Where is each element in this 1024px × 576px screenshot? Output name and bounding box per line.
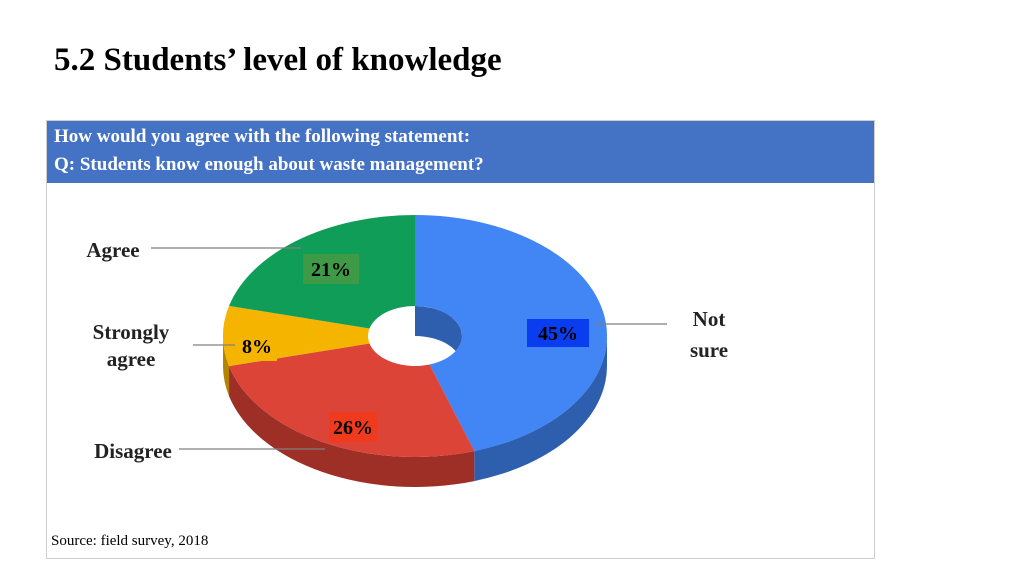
chart-labels: 45% Not sure 26% Disagree 8% Strongly agree 21% A…: [86, 238, 728, 463]
chart-panel: How would you agree with the following s…: [46, 120, 875, 559]
donut-chart: 45% Not sure 26% Disagree 8% Strongly agree 21% A…: [86, 215, 728, 487]
slice-side-strongly-agree: [223, 336, 230, 397]
slide-title: 5.2 Students’ level of knowledge: [54, 42, 502, 78]
pct-label-agree: 21%: [311, 259, 351, 281]
pct-label-disagree: 26%: [333, 417, 373, 439]
question-line-1: How would you agree with the following s…: [54, 126, 471, 147]
chart-inner-wall: [415, 306, 462, 366]
slice-side-not-sure: [474, 336, 607, 482]
question-line-2: Q: Students know enough about waste mana…: [54, 154, 484, 175]
pct-label-strongly-agree: 8%: [242, 336, 272, 358]
slice-side-disagree: [229, 366, 475, 487]
question-header: How would you agree with the following s…: [47, 121, 874, 183]
category-label-not-sure: Not sure: [690, 307, 728, 362]
pct-label-not-sure: 45%: [538, 323, 578, 345]
pct-box-disagree: [329, 412, 377, 442]
source-note: Source: field survey, 2018: [51, 533, 209, 549]
category-label-strongly-agree: Strongly agree: [93, 320, 170, 371]
slice-not-sure: [415, 215, 607, 452]
pct-box-strongly-agree: [237, 331, 277, 361]
category-label-disagree: Disagree: [94, 439, 172, 463]
chart-side-walls: [223, 336, 607, 487]
category-label-agree: Agree: [86, 238, 139, 262]
slice-disagree: [229, 343, 475, 457]
pct-box-agree: [303, 254, 359, 284]
chart-slices: [222, 215, 607, 457]
slice-inner-not-sure: [415, 306, 462, 366]
pct-box-not-sure: [527, 319, 589, 347]
